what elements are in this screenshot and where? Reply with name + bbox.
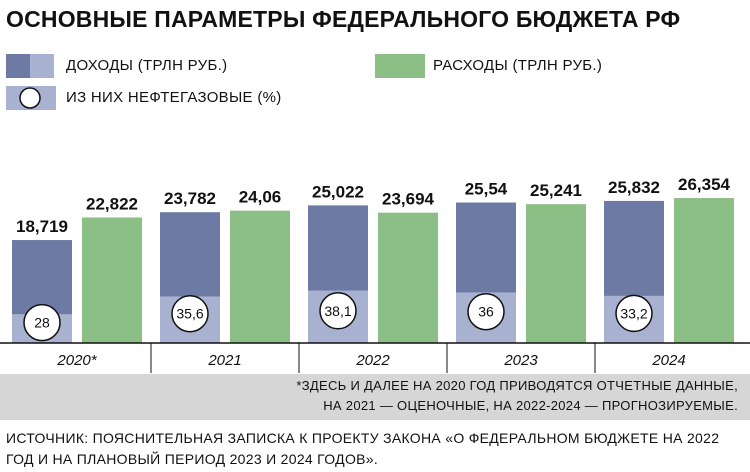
legend-label-expenses: РАСХОДЫ (ТРЛН РУБ.) (433, 57, 603, 74)
legend-label-oil-gas: ИЗ НИХ НЕФТЕГАЗОВЫЕ (%) (66, 89, 282, 106)
legend-swatch-expenses (375, 54, 425, 78)
legend-circle-oil-gas (19, 87, 41, 109)
legend-label-income: ДОХОДЫ (ТРЛН РУБ.) (66, 57, 228, 74)
footnote-line-1: *ЗДЕСЬ И ДАЛЕЕ НА 2020 ГОД ПРИВОДЯТСЯ ОТ… (296, 378, 738, 393)
expenses-value-label: 26,354 (678, 175, 731, 194)
oil-gas-share-label: 28 (34, 315, 50, 331)
expenses-bar (674, 198, 734, 343)
oil-gas-share-label: 36 (478, 304, 494, 320)
x-tick-label: 2023 (503, 352, 538, 369)
source-text: ИСТОЧНИК: ПОЯСНИТЕЛЬНАЯ ЗАПИСКА К ПРОЕКТ… (6, 430, 720, 467)
x-tick-label: 2020* (56, 352, 97, 369)
x-tick-label: 2024 (651, 352, 685, 369)
chart-area: 28 18,719 22,822 2020* 35,6 23,782 24,06 2021 38… (0, 54, 750, 373)
legend-swatch-income-light (30, 54, 54, 78)
expenses-bar (378, 212, 438, 343)
oil-gas-share-label: 38,1 (324, 303, 351, 319)
x-tick-label: 2022 (355, 352, 390, 369)
income-value-label: 25,022 (312, 182, 364, 201)
legend-swatch-income-dark (6, 54, 30, 78)
oil-gas-share-circle (171, 294, 209, 333)
expenses-value-label: 23,694 (382, 190, 435, 209)
footnote-box: *ЗДЕСЬ И ДАЛЕЕ НА 2020 ГОД ПРИВОДЯТСЯ ОТ… (0, 374, 750, 420)
income-value-label: 23,782 (164, 189, 216, 208)
expenses-value-label: 24,06 (239, 188, 282, 207)
oil-gas-share-circle (615, 294, 653, 333)
income-value-label: 25,54 (465, 180, 508, 199)
oil-gas-share-circle (23, 303, 61, 342)
expenses-value-label: 22,822 (86, 194, 138, 213)
oil-gas-share-circle (467, 292, 505, 331)
chart-title: ОСНОВНЫЕ ПАРАМЕТРЫ ФЕДЕРАЛЬНОГО БЮДЖЕТА … (6, 6, 681, 32)
oil-gas-share-label: 33,2 (620, 305, 647, 321)
income-value-label: 25,832 (608, 178, 660, 197)
expenses-bar (526, 204, 586, 343)
oil-gas-share-label: 35,6 (176, 306, 203, 322)
expenses-bar (230, 210, 290, 343)
oil-gas-share-circle (319, 292, 357, 330)
income-value-label: 18,719 (16, 217, 68, 236)
footnote-line-2: НА 2021 — ОЦЕНОЧНЫЕ, НА 2022-2024 — ПРОГ… (323, 398, 738, 413)
x-tick-label: 2021 (207, 352, 241, 369)
expenses-bar (82, 217, 142, 343)
expenses-value-label: 25,241 (530, 181, 582, 200)
